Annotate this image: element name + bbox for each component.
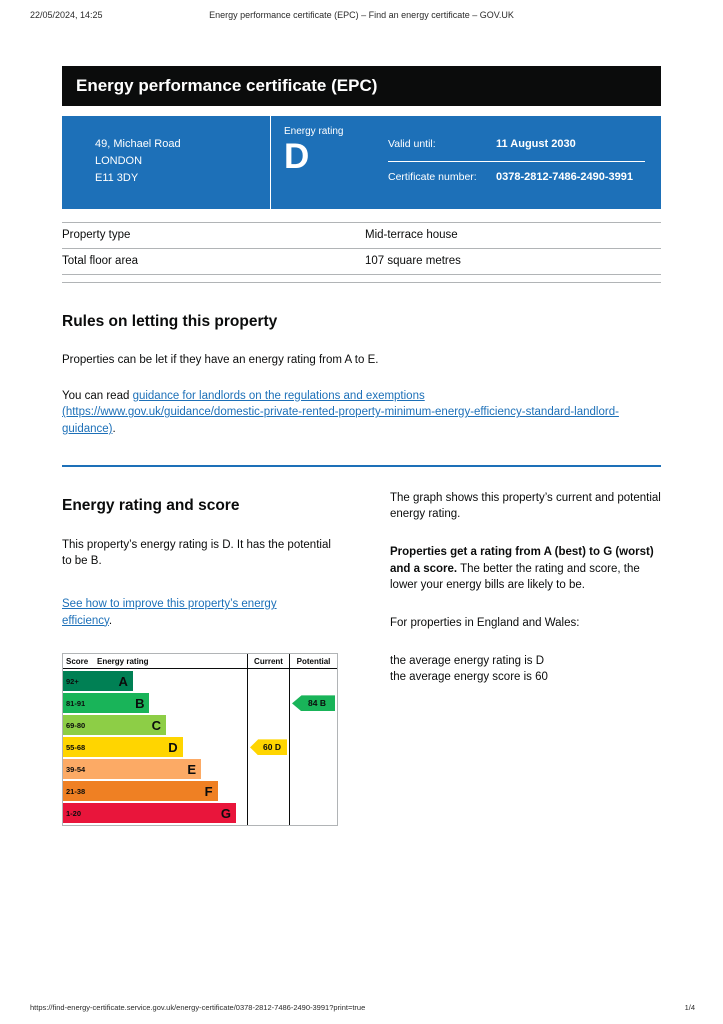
certificate-number-value: 0378-2812-7486-2490-3991 <box>496 171 634 183</box>
floor-area-value: 107 square metres <box>365 255 461 267</box>
print-header: 22/05/2024, 14:25 Energy performance cer… <box>0 10 723 24</box>
column-header-potential: Potential <box>289 654 337 669</box>
section-divider <box>62 464 661 467</box>
print-footer: https://find-energy-certificate.service.… <box>30 1003 695 1012</box>
epc-potential-column: 84 B <box>289 669 337 826</box>
epc-band-row: 39-54 E <box>63 758 247 780</box>
column-header-current: Current <box>247 654 289 669</box>
improve-suffix: . <box>108 614 113 627</box>
rating-heading: Energy rating and score <box>62 496 240 514</box>
current-arrow: 60 D <box>250 739 287 756</box>
england-wales-text: For properties in England and Wales: <box>390 617 580 630</box>
property-type-label: Property type <box>62 229 131 241</box>
epc-chart: Score Energy rating Current Potential 92… <box>62 653 338 827</box>
print-url: https://find-energy-certificate.service.… <box>30 1003 366 1012</box>
epc-chart-body: 92+ A 81-91 B 69-80 C 55-68 D 39-54 E 21-38 F 1-20 G … <box>63 669 337 826</box>
landlord-guidance-link[interactable]: guidance for landlords on the regulation… <box>62 389 619 436</box>
property-address: 49, Michael Road LONDON E11 3DY <box>62 116 270 209</box>
rules-guidance-paragraph: You can read guidance for landlords on t… <box>62 388 622 438</box>
column-header-score: Score <box>66 656 89 666</box>
rating-explanation-bold: Properties get a rating from A (best) to… <box>390 546 654 575</box>
valid-until-row: Valid until: 11 August 2030 <box>388 129 645 162</box>
epc-bands: 92+ A 81-91 B 69-80 C 55-68 D 39-54 E 21-38 F 1-20 G <box>63 669 247 825</box>
rules-guidance-suffix: . <box>112 423 116 436</box>
valid-until-label: Valid until: <box>388 137 436 150</box>
column-header-energy-rating: Energy rating <box>97 656 149 666</box>
potential-arrow: 84 B <box>292 695 335 712</box>
rules-heading: Rules on letting this property <box>62 313 278 330</box>
print-datetime: 22/05/2024, 14:25 <box>30 10 103 20</box>
address-line-1: 49, Michael Road <box>95 138 181 150</box>
floor-area-label: Total floor area <box>62 255 139 267</box>
property-type-value: Mid-terrace house <box>365 229 458 241</box>
improve-efficiency-link[interactable]: See how to improve this property’s energ… <box>62 598 277 627</box>
rating-left-column: Energy rating and score This property’s … <box>62 467 362 827</box>
average-rating-text: the average energy rating is D <box>390 654 545 667</box>
epc-band-row: 1-20 G <box>63 802 247 824</box>
valid-until-value: 11 August 2030 <box>496 137 576 150</box>
certificate-number-row: Certificate number: 0378-2812-7486-2490-… <box>388 162 645 194</box>
print-page-number: 1/4 <box>684 1003 695 1012</box>
rating-explanation-rest: The better the rating and score, the low… <box>390 562 640 592</box>
epc-chart-header: Score Energy rating Current Potential <box>63 654 337 670</box>
energy-rating-label: Energy rating <box>284 126 344 137</box>
epc-band-row: 21-38 F <box>63 780 247 802</box>
improve-paragraph: See how to improve this property’s energ… <box>62 596 322 629</box>
property-table: Property type Mid-terrace house Total fl… <box>62 222 661 275</box>
table-divider <box>62 282 661 283</box>
certificate-page: Energy performance certificate (EPC) 49,… <box>62 66 661 827</box>
epc-band-row: 69-80 C <box>63 714 247 736</box>
epc-band-row: 92+ A <box>63 670 247 692</box>
rating-right-column: The graph shows this property’s current … <box>390 467 661 827</box>
graph-explanation: The graph shows this property’s current … <box>390 491 661 521</box>
certificate-number-label: Certificate number: <box>388 171 477 183</box>
epc-band-row: 81-91 B <box>63 692 247 714</box>
rating-section: Energy rating and score This property’s … <box>62 467 661 827</box>
energy-rating-cell: Energy rating D <box>270 116 370 209</box>
average-score-text: the average energy score is 60 <box>390 671 548 684</box>
print-page-title: Energy performance certificate (EPC) – F… <box>209 10 514 20</box>
epc-current-column: 60 D <box>247 669 289 826</box>
rules-guidance-prefix: You can read <box>62 389 133 402</box>
address-line-2: LONDON <box>95 155 143 168</box>
rules-paragraph: Properties can be let if they have an en… <box>62 354 379 366</box>
certificate-summary-box: 49, Michael Road LONDON E11 3DY Energy r… <box>62 116 661 209</box>
page-title: Energy performance certificate (EPC) <box>76 76 378 95</box>
energy-rating-value: D <box>284 137 310 176</box>
table-row: Total floor area 107 square metres <box>62 248 661 275</box>
table-row: Property type Mid-terrace house <box>62 222 661 248</box>
epc-band-row: 55-68 D <box>63 736 247 758</box>
rating-intro: This property’s energy rating is D. It h… <box>62 538 331 568</box>
validity-section: Valid until: 11 August 2030 Certificate … <box>370 116 661 209</box>
rating-explanation: Properties get a rating from A (best) to… <box>390 544 661 594</box>
averages: the average energy rating is D the avera… <box>390 653 661 686</box>
address-line-3: E11 3DY <box>95 172 139 185</box>
page-title-banner: Energy performance certificate (EPC) <box>62 66 661 106</box>
